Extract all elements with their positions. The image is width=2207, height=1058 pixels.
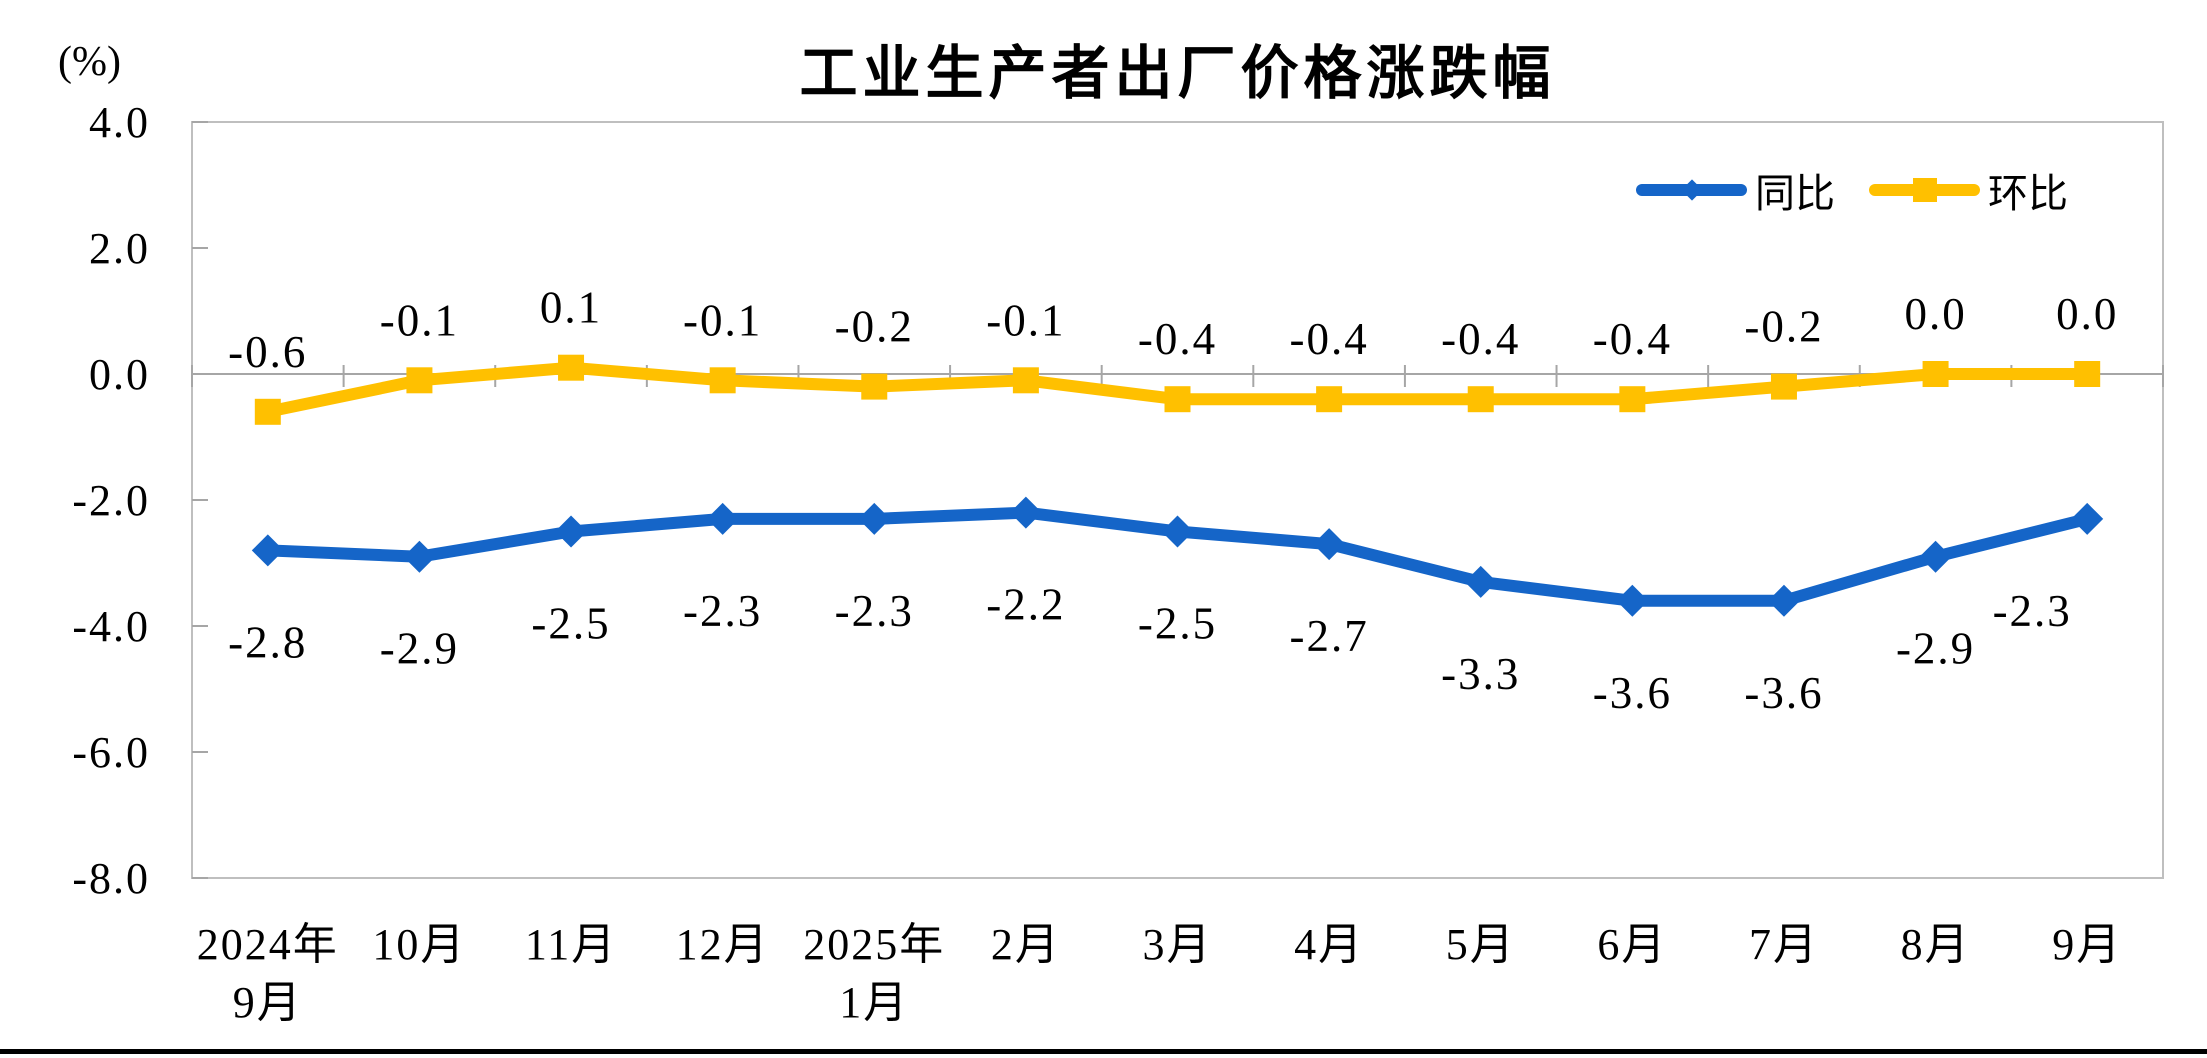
mom-data-label: -0.1 xyxy=(683,295,762,345)
yoy-data-label: -2.8 xyxy=(228,617,307,667)
mom-data-label: -0.4 xyxy=(1138,314,1217,364)
x-axis-label: 2025年 xyxy=(803,920,945,969)
y-axis-tick-label: 4.0 xyxy=(89,98,150,147)
x-axis-label: 2024年 xyxy=(197,920,339,969)
yoy-line-sample xyxy=(1636,179,1747,201)
mom-data-label: -0.4 xyxy=(1593,314,1672,364)
mom-square-marker xyxy=(1164,386,1191,413)
mom-square-marker xyxy=(1770,373,1797,400)
y-axis-tick-label: -8.0 xyxy=(72,854,150,903)
y-axis-tick-label: -6.0 xyxy=(72,728,150,777)
yoy-diamond-marker xyxy=(2071,502,2104,535)
chart-title: 工业生产者出厂价格涨跌幅 xyxy=(799,41,1556,106)
mom-square-marker xyxy=(1619,386,1646,413)
x-axis-label: 3月 xyxy=(1143,920,1213,969)
mom-square-marker xyxy=(1316,386,1343,413)
x-axis-label: 6月 xyxy=(1597,920,1667,969)
mom-data-label: -0.2 xyxy=(835,302,914,352)
mom-data-label: -0.1 xyxy=(380,295,459,345)
y-axis-tick-label: 0.0 xyxy=(89,350,150,399)
yoy-diamond-marker xyxy=(1616,584,1649,617)
y-axis-tick-label: -4.0 xyxy=(72,602,150,651)
yoy-data-label: -2.9 xyxy=(380,624,459,674)
chart-legend: 同比 环比 xyxy=(1636,169,2068,216)
yoy-diamond-marker xyxy=(555,515,588,548)
legend-item-yoy: 同比 xyxy=(1636,161,1835,219)
mom-data-label: 0.0 xyxy=(2056,289,2118,339)
legend-item-mom: 环比 xyxy=(1869,161,2068,219)
mom-data-label: -0.1 xyxy=(986,295,1065,345)
yoy-diamond-marker xyxy=(1313,528,1346,561)
yoy-data-label: -2.7 xyxy=(1289,611,1368,661)
y-axis-tick-label: 2.0 xyxy=(89,224,150,273)
plot-border xyxy=(191,121,2164,879)
mom-square-marker xyxy=(1467,386,1494,413)
mom-square-marker xyxy=(2074,361,2101,387)
yoy-diamond-marker xyxy=(1464,565,1497,598)
mom-square-marker xyxy=(1922,361,1949,387)
x-axis-label: 8月 xyxy=(1901,920,1971,969)
mom-data-label: 0.1 xyxy=(540,283,602,333)
yoy-data-label: -3.3 xyxy=(1441,649,1520,699)
y-axis-tick-label: -2.0 xyxy=(72,476,150,525)
mom-data-label: -0.4 xyxy=(1441,314,1520,364)
legend-label-mom: 环比 xyxy=(1988,171,2068,216)
mom-data-label: -0.6 xyxy=(228,327,307,377)
x-axis-label: 4月 xyxy=(1294,920,1364,969)
mom-square-marker-icon xyxy=(1912,178,1937,202)
mom-square-marker xyxy=(406,367,433,394)
mom-data-label: -0.2 xyxy=(1744,302,1823,352)
yoy-diamond-marker-icon xyxy=(1680,179,1703,201)
yoy-data-label: -2.9 xyxy=(1896,624,1975,674)
legend-label-yoy: 同比 xyxy=(1755,171,1835,216)
yoy-diamond-marker xyxy=(403,540,436,573)
mom-square-marker xyxy=(254,398,281,425)
x-axis-label: 9月 xyxy=(2052,920,2122,969)
yoy-diamond-marker xyxy=(858,502,891,535)
mom-data-label: 0.0 xyxy=(1904,289,1966,339)
x-axis-label: 1月 xyxy=(839,978,909,1027)
yoy-data-label: -2.5 xyxy=(531,599,610,649)
y-axis-unit-label: (%) xyxy=(58,39,121,85)
yoy-data-label: -2.5 xyxy=(1138,599,1217,649)
yoy-diamond-marker xyxy=(1919,540,1952,573)
mom-square-marker xyxy=(1012,367,1039,394)
x-axis-label: 12月 xyxy=(676,920,770,969)
x-axis-label: 5月 xyxy=(1446,920,1516,969)
x-axis-label: 2月 xyxy=(991,920,1061,969)
x-axis-label: 9月 xyxy=(233,978,303,1027)
yoy-data-label: -2.2 xyxy=(986,580,1065,630)
x-axis-label: 7月 xyxy=(1749,920,1819,969)
page-bottom-rule xyxy=(0,1049,2207,1054)
yoy-diamond-marker xyxy=(1767,584,1800,617)
mom-square-marker xyxy=(861,373,888,400)
yoy-diamond-marker xyxy=(706,502,739,535)
x-axis-label: 11月 xyxy=(525,920,617,969)
yoy-diamond-marker xyxy=(1161,515,1194,548)
mom-line-sample xyxy=(1869,178,1980,202)
yoy-data-label: -2.3 xyxy=(1993,586,2072,636)
yoy-data-label: -3.6 xyxy=(1744,668,1823,718)
yoy-data-label: -2.3 xyxy=(835,586,914,636)
yoy-data-label: -3.6 xyxy=(1593,668,1672,718)
yoy-diamond-marker xyxy=(251,534,284,567)
mom-square-marker xyxy=(709,367,736,394)
mom-square-marker xyxy=(558,354,585,381)
mom-data-label: -0.4 xyxy=(1289,314,1368,364)
x-axis-label: 10月 xyxy=(372,920,466,969)
yoy-diamond-marker xyxy=(1009,496,1042,529)
yoy-data-label: -2.3 xyxy=(683,586,762,636)
